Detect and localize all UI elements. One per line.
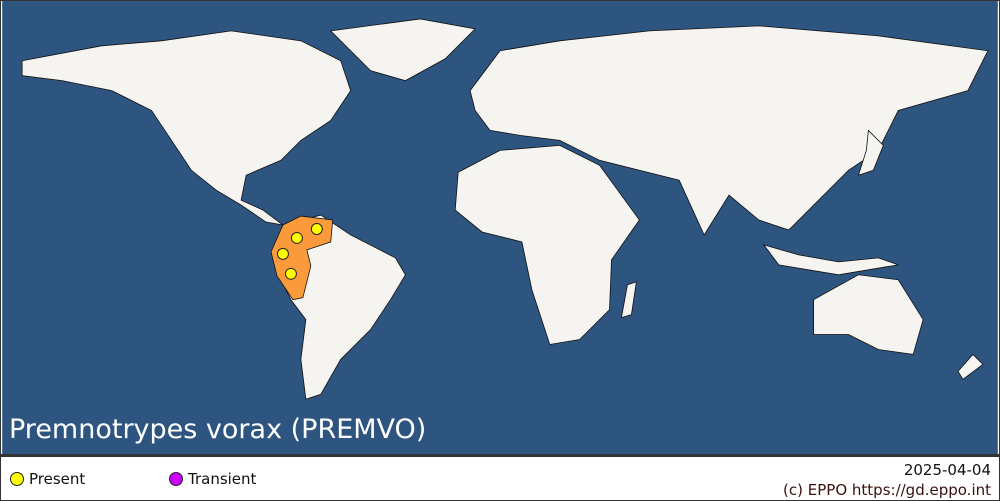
australia (813, 274, 924, 355)
indonesia (762, 244, 899, 276)
transient-marker-icon (169, 472, 183, 486)
japan (857, 129, 884, 176)
marker-peru (284, 267, 297, 280)
legend-label-present: Present (29, 470, 86, 488)
map-date: 2025-04-04 (903, 461, 991, 479)
world-map (0, 0, 1000, 455)
new-zealand (957, 353, 984, 380)
map-title: Premnotrypes vorax (PREMVO) (9, 414, 427, 445)
colombia-venezuela-ecuador-peru (270, 215, 334, 301)
madagascar (620, 281, 637, 319)
marker-colombia (290, 231, 303, 244)
legend-item-present: Present (10, 470, 85, 488)
present-marker-icon (10, 472, 24, 486)
legend-label-transient: Transient (188, 470, 257, 488)
marker-venezuela (310, 223, 323, 235)
greenland (329, 18, 476, 82)
africa (454, 144, 640, 345)
markers (276, 223, 323, 280)
copyright: (c) EPPO https://gd.eppo.int (783, 481, 991, 499)
legend-item-transient: Transient (169, 470, 256, 488)
legend: Present Transient 2025-04-04 (c) EPPO ht… (0, 455, 1000, 501)
marker-ecuador (276, 247, 289, 260)
eurasia (469, 25, 989, 236)
north-america (21, 30, 352, 226)
